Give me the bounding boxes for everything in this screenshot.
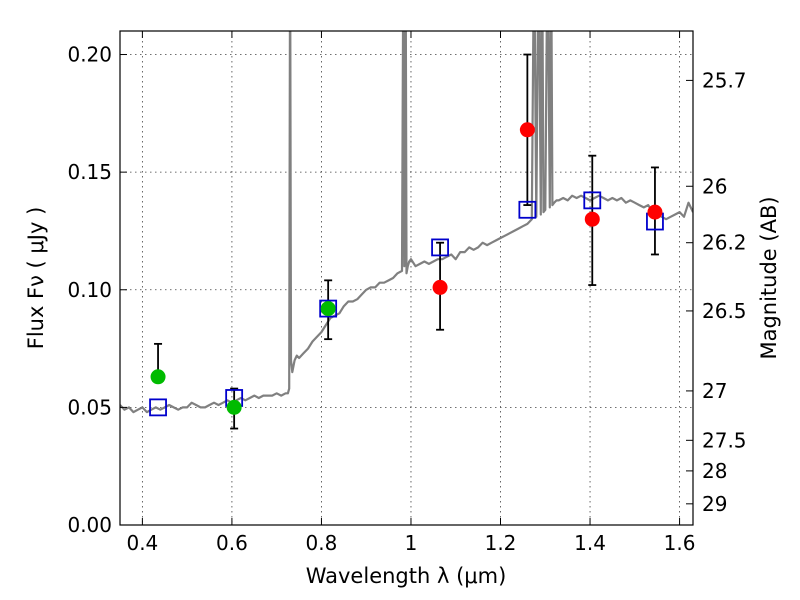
y2-tick-label: 28 bbox=[702, 459, 727, 483]
ticks: 0.4 0.6 0.8 1 1.2 1.4 1.6 0.00 0.05 0.10 0.15 0.20 2… bbox=[67, 31, 747, 555]
markers bbox=[149, 122, 664, 417]
y2-tick-label: 26.5 bbox=[702, 299, 747, 323]
data-layer bbox=[120, 31, 693, 414]
y-tick-label: 0.15 bbox=[67, 160, 112, 184]
y2-tick-label: 29 bbox=[702, 492, 727, 516]
y-tick-label: 0.10 bbox=[67, 278, 112, 302]
x-tick-label: 1.4 bbox=[574, 531, 606, 555]
green-data-point bbox=[320, 301, 336, 317]
y-tick-label: 0.00 bbox=[67, 513, 112, 537]
x-tick-label: 0.6 bbox=[216, 531, 248, 555]
model-square bbox=[583, 191, 602, 210]
x-tick-label: 0.4 bbox=[126, 531, 158, 555]
y2-tick-label: 26.2 bbox=[702, 231, 747, 255]
y2-tick-label: 27.5 bbox=[702, 428, 747, 452]
plot-frame bbox=[119, 30, 694, 526]
model-square bbox=[431, 238, 449, 257]
y2-axis-label: Magnitude (AB) bbox=[757, 196, 781, 359]
y2-tick-label: 25.7 bbox=[702, 68, 747, 92]
red-data-point bbox=[647, 204, 663, 220]
green-data-point bbox=[226, 399, 242, 415]
green-data-point bbox=[150, 369, 166, 385]
red-data-point bbox=[519, 122, 535, 138]
template-spectrum-line bbox=[120, 31, 693, 414]
y2-tick-label: 27 bbox=[702, 379, 727, 403]
y-axis-label: Flux Fν ( μJy ) bbox=[24, 207, 48, 350]
red-data-point bbox=[584, 211, 600, 227]
x-tick-label: 1 bbox=[405, 531, 418, 555]
y-tick-label: 0.20 bbox=[67, 43, 112, 67]
x-tick-label: 1.2 bbox=[485, 531, 517, 555]
model-square bbox=[319, 299, 338, 318]
y2-tick-label: 26 bbox=[702, 174, 727, 198]
x-tick-label: 0.8 bbox=[306, 531, 338, 555]
x-axis-label: Wavelength λ (μm) bbox=[306, 564, 507, 588]
model-square bbox=[518, 200, 537, 219]
model-square bbox=[149, 398, 167, 417]
x-tick-label: 1.6 bbox=[664, 531, 696, 555]
y-tick-label: 0.05 bbox=[67, 395, 112, 419]
red-data-point bbox=[432, 279, 448, 295]
